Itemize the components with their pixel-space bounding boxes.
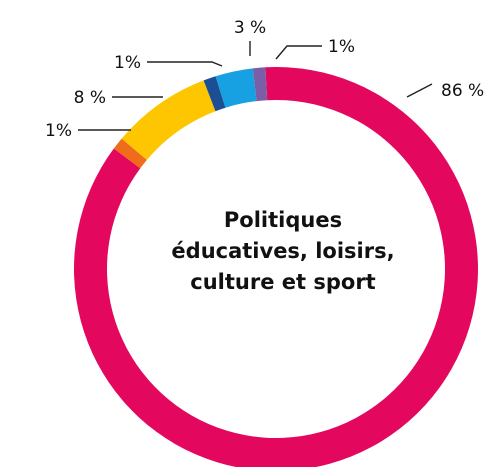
donut-slice-4 [215,68,257,108]
leader-line-3 [147,61,223,67]
donut-slice-1 [113,138,147,169]
slice-label-3: 1% [114,53,141,73]
center-title-line-1: Politiques [223,208,343,232]
center-title: Politiques éducatives, loisirs, culture … [138,205,428,298]
donut-slice-5 [252,67,268,102]
slice-label-5: 1% [328,37,355,57]
slice-label-4: 3 % [234,18,266,38]
labels-layer: 86 %1%8 %1%3 %1% [45,18,484,141]
slice-label-0: 86 % [441,81,484,101]
leader-line-5 [275,45,322,60]
slice-label-1: 1% [45,121,72,141]
center-title-line-2: éducatives, loisirs, [171,239,395,263]
leader-line-0 [406,83,433,98]
donut-slice-3 [203,76,226,112]
slice-label-2: 8 % [74,88,106,108]
slices-layer [73,67,478,467]
donut-slice-2 [121,80,216,160]
center-title-line-3: culture et sport [190,270,376,294]
